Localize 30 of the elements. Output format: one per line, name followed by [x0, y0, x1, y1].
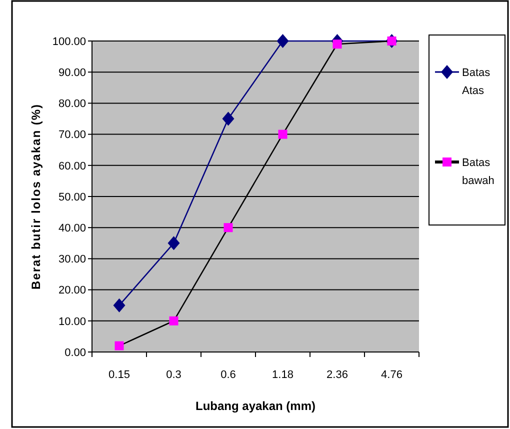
y-tick-label: 100.00: [52, 36, 86, 48]
y-tick-label: 80.00: [58, 98, 86, 110]
x-tick-label: 0.6: [220, 369, 236, 381]
point: [113, 298, 126, 312]
x-tick-label: 2.36: [326, 369, 348, 381]
y-tick-label: 50.00: [58, 191, 86, 204]
legend-label: Batas Atas: [462, 67, 491, 97]
y-axis-title: Berat butir lolos ayakan (%): [29, 103, 43, 290]
x-axis-title: Lubang ayakan (mm): [195, 399, 316, 413]
point: [168, 236, 180, 250]
y-tick-label: 30.00: [58, 254, 86, 266]
y-tick-label: 0.00: [64, 346, 86, 359]
y-tick-label: 10.00: [58, 316, 86, 328]
point: [169, 316, 178, 326]
x-tick-label: 1.18: [272, 369, 294, 381]
point: [278, 130, 288, 139]
x-tick-label: 0.3: [166, 369, 182, 381]
point: [332, 40, 342, 49]
point: [276, 34, 289, 48]
y-tick-label: 60.00: [58, 160, 86, 172]
x-tick-label: 4.76: [381, 369, 402, 381]
point: [222, 112, 234, 126]
y-tick-label: 70.00: [58, 129, 86, 142]
y-tick-label: 20.00: [58, 284, 86, 297]
legend-label: Batas bawah: [462, 157, 494, 187]
x-tick-label: 0.15: [108, 369, 130, 381]
y-tick-label: 90.00: [58, 66, 86, 79]
point: [224, 223, 233, 232]
point: [114, 341, 124, 350]
y-tick-label: 40.00: [58, 222, 86, 234]
